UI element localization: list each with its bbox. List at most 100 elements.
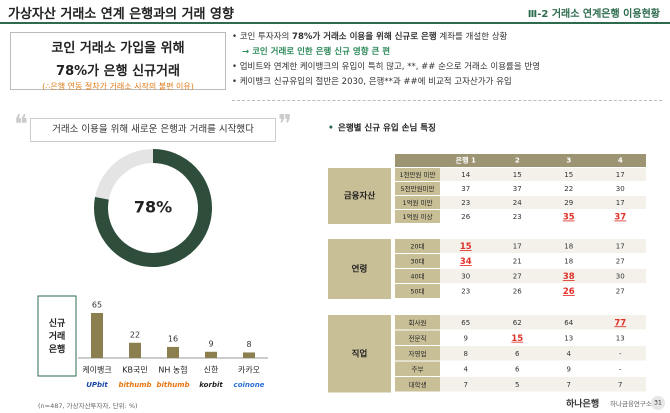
quote-mark: ❝ [14, 110, 28, 140]
header-row [395, 154, 646, 167]
row-bg [395, 269, 440, 283]
cell: 13 [616, 334, 625, 342]
cell: 37 [461, 185, 470, 193]
row-label: 50대 [410, 288, 424, 296]
bullet: • 케이뱅크 신규유입의 절반은 2030, 은행**과 ##에 비교적 고자산… [232, 77, 512, 87]
cell: 34 [460, 257, 472, 267]
bar-value: 9 [208, 339, 213, 348]
row-bg [395, 330, 440, 345]
category-label: 신한 [204, 366, 219, 375]
cell: 15 [513, 171, 522, 179]
row-label: 5천만원미만 [400, 184, 434, 193]
table-title: 은행별 신규 유입 손님 특징 [338, 123, 436, 134]
row-bg [440, 284, 646, 298]
cell: 62 [513, 319, 522, 327]
summary-box: 코인 거래소 가입을 위해 78%가 은행 신규거래 (∴은행 연동 절차가 거… [10, 32, 226, 91]
row-bg [440, 346, 646, 361]
cell: 30 [616, 185, 625, 193]
summary-line: 코인 거래소 가입을 위해 [51, 41, 185, 56]
row-label: 40대 [410, 273, 424, 281]
category-label: NH 농협 [158, 365, 187, 375]
bar [129, 342, 141, 358]
cell: 23 [461, 199, 470, 207]
header-rule [0, 22, 670, 24]
footer-brand: 하나은행 [566, 398, 599, 410]
cell: 26 [461, 213, 470, 221]
text: 계좌를 개설한 상황 [436, 32, 508, 42]
row-bg [395, 284, 440, 298]
cell: 18 [564, 243, 573, 251]
table-title-dot: • [328, 124, 334, 134]
row-bg [440, 210, 646, 223]
divider [232, 100, 662, 101]
cell: 24 [513, 199, 522, 207]
bar [243, 352, 255, 358]
row-label: 회사원 [409, 318, 427, 327]
cell: 35 [563, 213, 575, 223]
category-label: KB국민 [122, 365, 147, 375]
cell: 17 [513, 243, 522, 251]
row-bg [440, 315, 646, 330]
row-bg [440, 377, 646, 392]
row-bg [395, 254, 440, 268]
cell: - [619, 350, 622, 358]
footnote: (n=487, 가상자산투자자, 단위: %) [38, 401, 138, 410]
column-header: 3 [566, 157, 571, 165]
cell: 7 [464, 381, 468, 389]
row-label: 자영업 [409, 349, 427, 358]
cell: 6 [515, 365, 520, 373]
bar-value: 16 [168, 334, 178, 343]
group-label: 연령 [352, 264, 368, 275]
cell: 30 [461, 273, 470, 281]
bullets: • 코인 투자자의 78%가 거래소 이용을 위해 신규로 은행 계좌를 개설한… [232, 30, 662, 90]
bar [205, 351, 217, 358]
cell: 23 [461, 288, 470, 296]
cell: 9 [464, 334, 468, 342]
group-box [328, 168, 391, 224]
text: 코인 투자자의 [239, 32, 293, 42]
side-label: 신규 거래 은행 [49, 317, 66, 355]
row-bg [395, 210, 440, 223]
bullet: • 코인 투자자의 78%가 거래소 이용을 위해 신규로 은행 계좌를 개설한… [232, 32, 508, 42]
row-bg [440, 196, 646, 209]
summary-line: 78%가 은행 신규거래 [56, 64, 180, 79]
quote-box: 거래소 이용을 위해 새로운 은행과 거래를 시작했다 [30, 118, 276, 142]
row-label: 1천만원 미만 [399, 170, 435, 179]
cell: 7 [618, 381, 622, 389]
cell: 5 [515, 381, 519, 389]
bar [91, 313, 103, 358]
row-bg [440, 269, 646, 283]
row-label: 전문직 [409, 333, 427, 342]
cell: 29 [564, 199, 573, 207]
cell: 27 [616, 288, 625, 296]
cell: 4 [464, 365, 469, 373]
row-bg [395, 239, 440, 253]
bullet: • 업비트와 연계한 케이뱅크의 유입이 특히 많고, **, ## 순으로 거… [232, 62, 541, 72]
column-header: 2 [515, 157, 520, 165]
cell: 37 [614, 213, 626, 223]
cell: 26 [513, 288, 522, 296]
summary-note: (∴은행 연동 절차가 거래소 시작의 불편 이유) [42, 82, 194, 91]
page-badge [651, 396, 665, 410]
page-title: 가상자산 거래소 연계 은행과의 거래 영향 [8, 7, 234, 22]
text: 케이뱅크 신규유입의 절반은 2030, 은행**과 ##에 비교적 고자산가가… [239, 77, 512, 87]
exchange-label: coinone [234, 381, 265, 389]
cell: 22 [564, 185, 573, 193]
row-bg [395, 361, 440, 376]
bar-value: 65 [92, 301, 102, 310]
bar-value: 22 [130, 330, 140, 339]
exchange-label: bithumb [118, 381, 151, 389]
donut-arc [94, 149, 212, 267]
section-label: Ⅲ-2 거래소 연계은행 이용현황 [527, 9, 660, 20]
row-label: 20대 [410, 243, 424, 251]
row-bg [440, 239, 646, 253]
cell: 23 [513, 213, 522, 221]
row-bg [440, 254, 646, 268]
column-header: 은행 1 [456, 156, 476, 165]
cell: 13 [564, 334, 573, 342]
cell: 15 [460, 242, 472, 252]
cell: 27 [616, 258, 625, 266]
row-bg [395, 346, 440, 361]
